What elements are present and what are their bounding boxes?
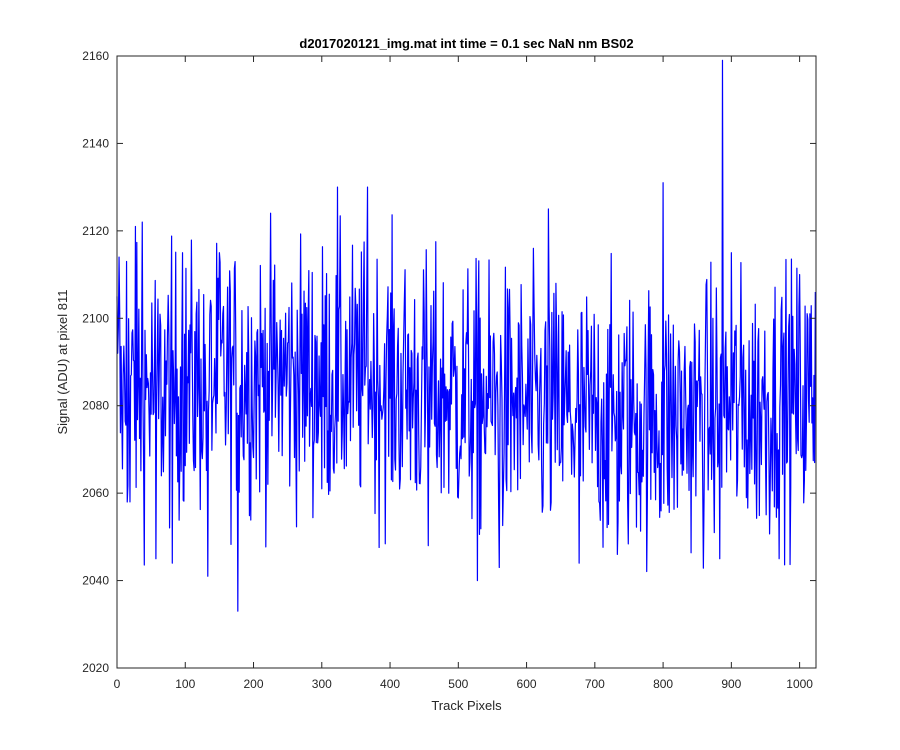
x-tick-label: 400 [380, 677, 400, 691]
y-tick-label: 2060 [82, 486, 109, 500]
x-tick-label: 300 [312, 677, 332, 691]
x-tick-label: 900 [721, 677, 741, 691]
axes-box [116, 55, 817, 669]
y-tick-label: 2100 [82, 311, 109, 325]
y-tick-label: 2120 [82, 224, 109, 238]
series-line [116, 59, 816, 612]
y-tick-label: 2140 [82, 136, 109, 150]
y-tick-label: 2020 [82, 661, 109, 675]
x-tick-label: 600 [517, 677, 537, 691]
y-axis-label: Signal (ADU) at pixel 811 [55, 290, 70, 435]
x-tick-label: 500 [448, 677, 468, 691]
x-tick-label: 100 [175, 677, 195, 691]
x-tick-label: 700 [585, 677, 605, 691]
y-tick-label: 2080 [82, 399, 109, 413]
x-tick-label: 800 [653, 677, 673, 691]
y-tick-label: 2160 [82, 49, 109, 63]
x-tick-label: 0 [114, 677, 121, 691]
x-tick-label: 1000 [786, 677, 813, 691]
series-layer [116, 59, 816, 612]
y-tick-label: 2040 [82, 574, 109, 588]
x-axis-label: Track Pixels [431, 698, 502, 713]
x-tick-label: 200 [244, 677, 264, 691]
ticks-layer: 0 100 200 300 400 500 600 700 800 900 1000 2020 2040… [82, 49, 816, 691]
chart-title: d2017020121_img.mat int time = 0.1 sec N… [299, 36, 633, 51]
